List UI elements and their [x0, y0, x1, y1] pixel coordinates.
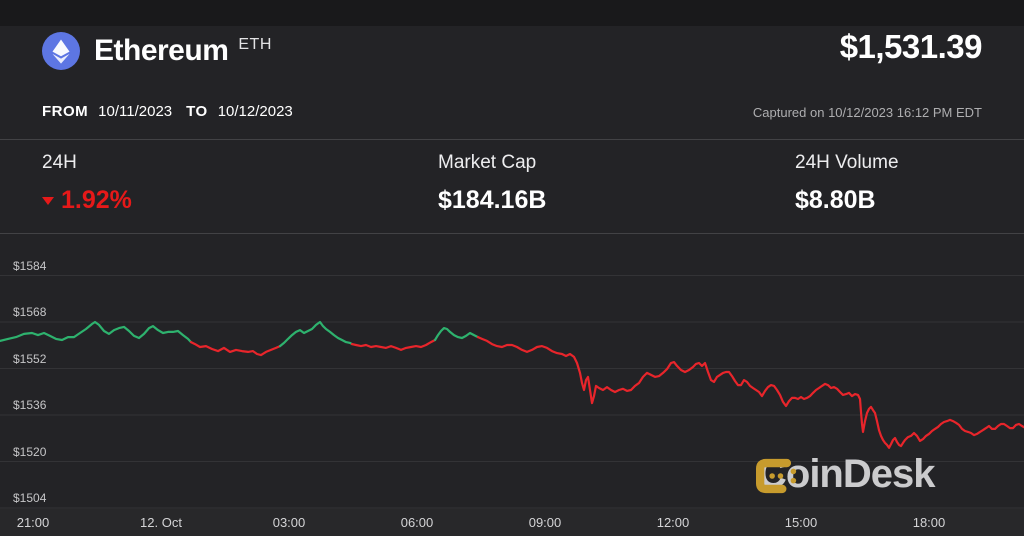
date-range-row: FROM 10/11/2023 TO 10/12/2023 Captured on 1…: [0, 100, 1024, 124]
x-tick-label: 03:00: [272, 515, 306, 530]
change-value: 1.92%: [42, 186, 132, 215]
price-line-up: [278, 320, 354, 348]
ethereum-logo-icon: [42, 32, 80, 70]
y-tick-label: $1584: [13, 258, 47, 273]
x-tick-label: 12. Oct: [140, 515, 182, 530]
price-line-up: [0, 320, 193, 344]
change-label: 24H: [42, 152, 77, 173]
coindesk-logo: CoinDesk: [750, 452, 935, 497]
divider-top: [0, 139, 1024, 140]
price-chart: $1584 $1568 $1552 $1536 $1520 $1504 CoinDesk: [0, 233, 1024, 509]
price-line-down: [476, 336, 1024, 449]
from-label: FROM: [42, 103, 89, 120]
date-range: FROM 10/11/2023 TO 10/12/2023: [42, 103, 307, 120]
header: Ethereum ETH $1,531.39: [0, 26, 1024, 104]
volume-value: $8.80B: [795, 186, 876, 214]
coin-name: Ethereum: [94, 34, 229, 67]
y-tick-label: $1520: [13, 444, 47, 459]
current-price: $1,531.39: [839, 28, 983, 65]
coin-identity: Ethereum ETH: [42, 32, 272, 70]
change-percent: 1.92%: [61, 186, 132, 214]
to-label: TO: [186, 103, 208, 120]
divider-bottom: [0, 233, 1024, 234]
x-tick-label: 12:00: [656, 515, 690, 530]
coindesk-mark-icon: [756, 458, 797, 494]
stats-row: 24H 1.92% Market Cap $184.16B 24H Volume…: [0, 139, 1024, 233]
market-cap-label: Market Cap: [438, 152, 537, 173]
y-tick-label: $1504: [13, 491, 47, 505]
price-chart-canvas[interactable]: [0, 233, 1024, 509]
volume-label: 24H Volume: [795, 152, 899, 173]
x-tick-label: 18:00: [912, 515, 946, 530]
down-triangle-icon: [42, 196, 54, 205]
x-tick-label: 09:00: [528, 515, 562, 530]
x-axis-strip: 21:00 12. Oct 03:00 06:00 09:00 12:00 15:00 18:…: [0, 509, 1024, 536]
top-band: [0, 0, 1024, 26]
price-line-down: [350, 338, 437, 351]
x-tick-label: 21:00: [16, 515, 50, 530]
x-tick-label: 06:00: [400, 515, 434, 530]
y-tick-label: $1536: [13, 398, 47, 412]
price-line-down: [189, 341, 282, 357]
y-tick-label: $1552: [13, 351, 47, 366]
coin-symbol: ETH: [238, 36, 272, 53]
market-cap-value: $184.16B: [438, 186, 547, 214]
x-tick-label: 15:00: [784, 515, 818, 530]
captured-timestamp: Captured on 10/12/2023 16:12 PM EDT: [752, 105, 982, 120]
price-line-up: [433, 327, 480, 342]
to-date: 10/12/2023: [217, 103, 293, 120]
from-date: 10/11/2023: [98, 103, 173, 120]
y-tick-label: $1568: [13, 305, 47, 319]
